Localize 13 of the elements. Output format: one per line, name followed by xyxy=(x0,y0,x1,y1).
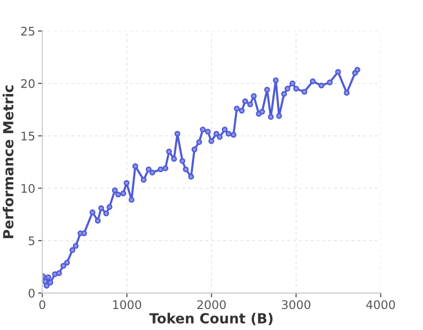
y-tick-label: 10 xyxy=(22,184,35,193)
y-tick-label: 20 xyxy=(21,79,35,88)
y-tick-label: 25 xyxy=(21,26,34,36)
y-tick-label: 0 xyxy=(28,288,35,298)
x-tick-label: 3000 xyxy=(282,300,310,310)
y-tick-label: 15 xyxy=(22,132,34,140)
x-tick-label: 1000 xyxy=(113,300,142,310)
x-tick-label: 4000 xyxy=(366,300,395,310)
x-tick-label: 0 xyxy=(39,300,46,310)
y-axis-title: Performance Metric xyxy=(2,86,14,238)
x-tick-label: 2000 xyxy=(197,300,226,310)
y-tick-label: 5 xyxy=(28,236,34,246)
x-axis-title: Token Count (B) xyxy=(149,312,273,326)
